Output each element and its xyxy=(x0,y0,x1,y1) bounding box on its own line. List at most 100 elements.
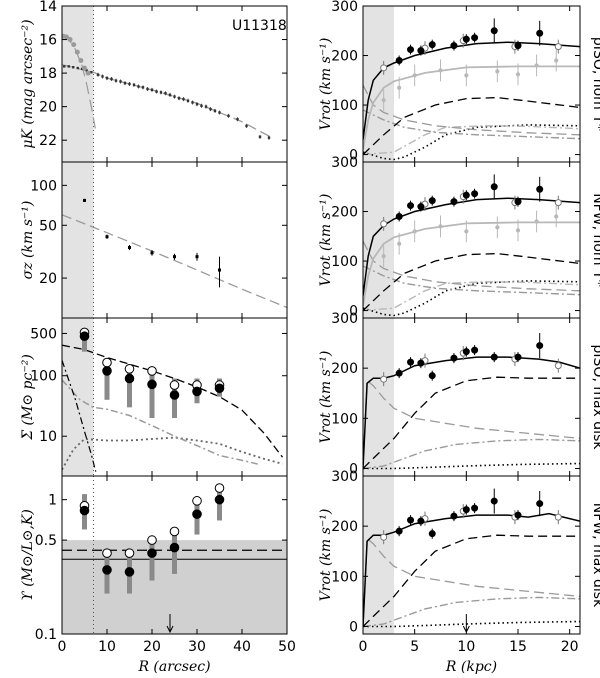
open-data-point xyxy=(380,375,388,383)
filled-data-point xyxy=(536,185,544,193)
y-tick-label: 14 xyxy=(39,0,57,15)
disk-model-line xyxy=(62,344,284,458)
filled-data-point xyxy=(417,359,425,367)
galaxy-name: U11318 xyxy=(232,18,287,34)
open-data-point xyxy=(124,364,135,374)
panel-sigma_z: 20 50 100 σz (km s⁻¹) xyxy=(20,161,288,319)
open-data-point xyxy=(554,43,562,51)
panel-side-label: pISO, nom ϒ* xyxy=(590,37,600,131)
data-point xyxy=(83,198,86,202)
y-axis-label: σz (km s⁻¹) xyxy=(20,201,36,280)
open-data-point xyxy=(554,513,562,521)
uncertainty-bar xyxy=(149,540,155,581)
y-tick-label: 18 xyxy=(39,66,57,82)
filled-data-point xyxy=(124,567,135,577)
y-axis-label: Σ (M⊙ pc⁻²) xyxy=(20,354,36,441)
y-tick-label: 0.5 xyxy=(35,533,57,549)
y-tick-label: 200 xyxy=(331,49,358,65)
grey-data-point xyxy=(412,73,417,78)
data-point xyxy=(128,246,131,250)
plot-area-sigma_z xyxy=(62,162,287,318)
inner-data-point xyxy=(90,71,93,74)
axes-frame xyxy=(61,161,288,319)
filled-data-point xyxy=(124,373,135,384)
plot-area-vrot_piso_max xyxy=(363,318,580,476)
shaded-region xyxy=(62,318,94,476)
filled-data-point xyxy=(407,46,415,54)
grey-data-point xyxy=(464,73,469,78)
data-point xyxy=(186,99,190,102)
data-point xyxy=(128,82,131,86)
y-tick-label: 300 xyxy=(331,0,358,15)
inner-data-point xyxy=(63,65,66,68)
data-point xyxy=(141,86,145,89)
gas-model-line xyxy=(62,436,283,471)
bulge-data-point xyxy=(74,49,80,55)
x-tick-label: 5 xyxy=(410,639,419,655)
data-point xyxy=(110,77,113,81)
gas-curve xyxy=(363,124,580,161)
bulge-data-point xyxy=(85,70,91,76)
plot-area-vrot_nfw_nom xyxy=(363,162,580,318)
y-axis-label: Vrot (km s⁻¹) xyxy=(318,38,334,131)
open-data-point xyxy=(192,496,202,506)
model-line xyxy=(62,64,274,140)
inner-data-point xyxy=(85,69,88,72)
y-tick-label: 300 xyxy=(331,155,358,171)
data-point xyxy=(173,95,176,98)
inner-data-point xyxy=(76,66,79,70)
filled-data-point xyxy=(450,198,458,206)
data-point xyxy=(200,104,203,108)
x-tick-label: 10 xyxy=(98,639,116,655)
plot-area-vrot_nfw_max xyxy=(363,476,580,634)
data-point xyxy=(245,124,248,128)
total-curve xyxy=(363,356,580,469)
bulge-data-point xyxy=(82,65,87,71)
open-data-point xyxy=(102,548,112,558)
filled-data-point xyxy=(514,353,522,361)
y-tick-label: 22 xyxy=(39,133,57,149)
filled-data-point xyxy=(450,42,458,50)
filled-data-point xyxy=(147,379,157,390)
panel-side-label: NFW, nom ϒ* xyxy=(590,193,600,287)
y-tick-label: 200 xyxy=(331,361,358,377)
x-tick-label: 0 xyxy=(359,639,368,655)
filled-data-point xyxy=(490,353,498,361)
gas-curve xyxy=(363,462,580,470)
disk-curve xyxy=(363,252,580,312)
plot-area-sigma_surface xyxy=(62,318,284,476)
filled-data-point xyxy=(490,497,498,505)
total-curve-grey xyxy=(363,65,580,150)
filled-data-point xyxy=(462,348,470,356)
open-data-point xyxy=(214,483,225,493)
filled-data-point xyxy=(395,527,403,535)
open-data-point xyxy=(124,548,135,558)
gas-curve-grey xyxy=(363,281,580,312)
uncertainty-bar xyxy=(104,361,110,400)
data-point xyxy=(164,92,167,95)
data-point xyxy=(155,90,158,93)
filled-data-point xyxy=(147,548,157,558)
grey-data-point xyxy=(495,225,500,230)
y-tick-label: 200 xyxy=(331,519,358,535)
y-tick-label: 16 xyxy=(39,33,57,49)
halo-curve xyxy=(363,596,580,628)
halo-curve xyxy=(363,109,580,140)
plot-area-vrot_piso_nom xyxy=(363,6,580,162)
open-data-point xyxy=(147,535,157,545)
y-tick-label: 500 xyxy=(30,326,57,342)
y-tick-label: 100 xyxy=(30,369,57,385)
filled-data-point xyxy=(395,212,403,220)
open-data-point xyxy=(380,220,388,228)
data-point xyxy=(267,136,271,139)
y-tick-label: 100 xyxy=(331,254,358,270)
filled-data-point xyxy=(407,516,415,524)
bulge-data-point xyxy=(71,42,77,48)
shaded-region xyxy=(363,318,394,476)
grey-data-point xyxy=(515,72,521,77)
y-tick-label: 100 xyxy=(331,569,358,585)
total-curve xyxy=(363,512,580,627)
bulge-data-point xyxy=(67,37,73,43)
filled-data-point xyxy=(192,386,202,397)
